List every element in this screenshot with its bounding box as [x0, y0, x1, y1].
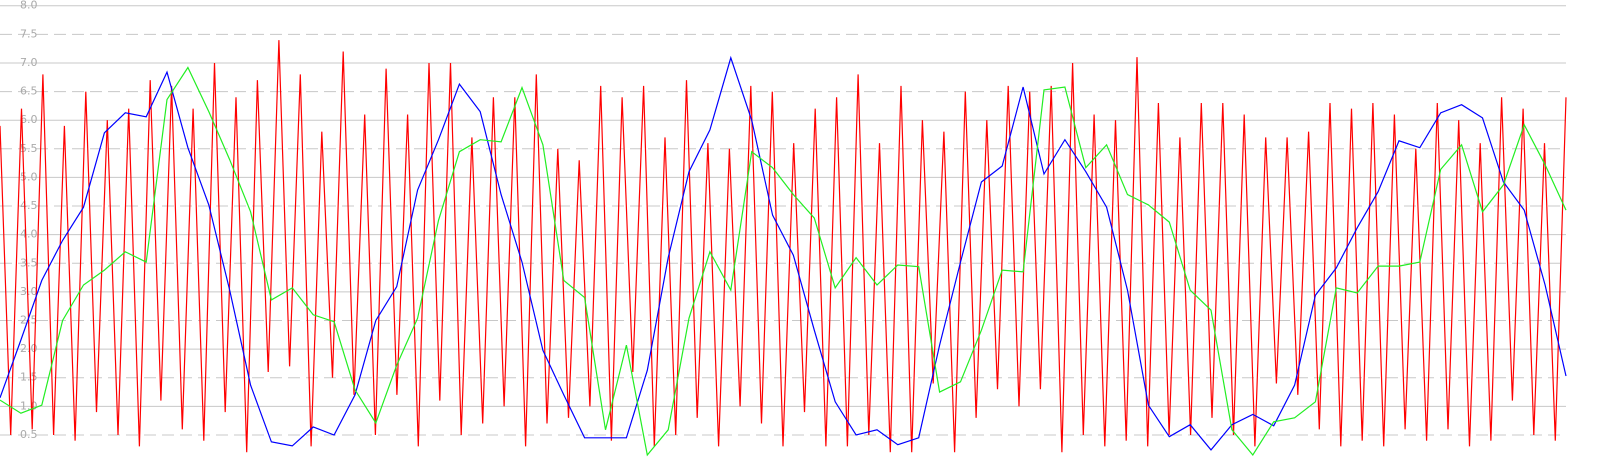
y-tick-label: 6.0: [20, 113, 38, 126]
y-tick-label: 7.0: [20, 56, 38, 69]
y-tick-label: 8.0: [20, 0, 38, 12]
series-line: [0, 55, 1567, 451]
y-tick-label: 3.0: [20, 285, 38, 298]
series-line: [0, 40, 1567, 453]
y-tick-label: 0.5: [20, 428, 38, 441]
y-tick-label: 6.5: [20, 85, 38, 98]
y-tick-label: 4.0: [20, 228, 38, 241]
y-tick-label: 5.5: [20, 142, 38, 155]
y-tick-label: 3.5: [20, 256, 38, 269]
y-tick-label: 5.0: [20, 170, 38, 183]
y-tick-label: 7.5: [20, 27, 38, 40]
y-tick-label: 1.5: [20, 371, 38, 384]
y-tick-label: 2.0: [20, 342, 38, 355]
series-line: [0, 66, 1567, 457]
y-tick-label: 4.5: [20, 199, 38, 212]
